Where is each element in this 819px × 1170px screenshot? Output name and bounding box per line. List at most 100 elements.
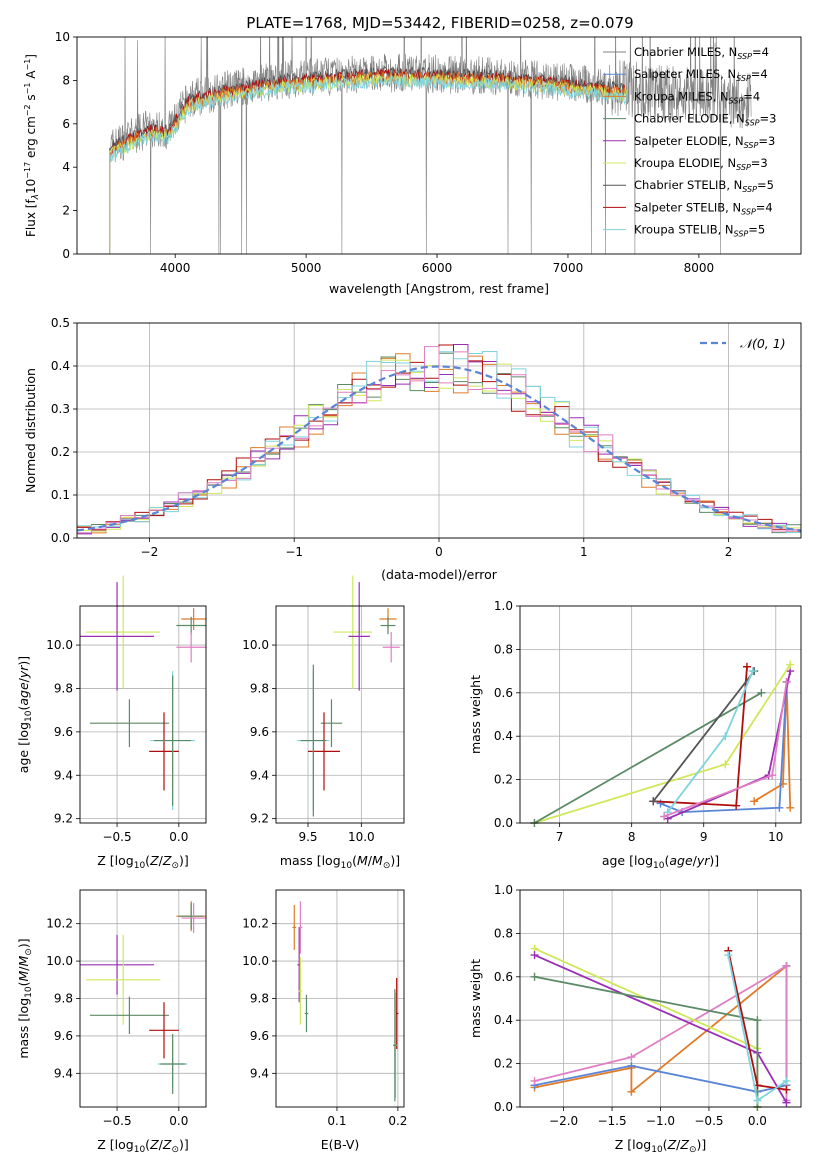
age-vs-mass-panel: 9.5 10.0 9.2 9.4 9.6 9.8 10.0 mass [log10(M/M⊙)… [242, 575, 405, 871]
x-axis-label: wavelength [Angstrom, rest frame] [329, 281, 549, 296]
weight-series-line [534, 947, 759, 1107]
y-tick-label: 9.4 [250, 1066, 269, 1080]
error-bar-point [149, 712, 179, 791]
y-tick-label: 9.8 [54, 681, 73, 695]
x-tick-label: 0.0 [748, 1114, 767, 1128]
weight-series-line [753, 681, 792, 808]
legend-label: Chabrier ELODIE, NSSP=3 [634, 112, 776, 128]
error-bar-point [89, 996, 169, 1035]
x-tick-label: 4000 [160, 261, 191, 275]
y-tick-label: 9.6 [54, 725, 73, 739]
weight-series-line [652, 670, 755, 802]
weight-marker [753, 1016, 762, 1025]
residual-histogram [77, 346, 801, 534]
weight-marker [768, 771, 777, 780]
residuals-plot-area [77, 343, 801, 536]
legend-label: Salpeter STELIB, NSSP=4 [634, 200, 773, 216]
x-tick-label: 10.0 [348, 830, 375, 844]
y-tick-label: 9.4 [250, 768, 269, 782]
model-spectrum-line [109, 75, 627, 254]
weight-marker [649, 797, 658, 806]
x-tick-label: 2 [725, 545, 733, 559]
y-tick-label: 0.6 [494, 686, 513, 700]
y-tick-label: 9.2 [54, 812, 73, 826]
y-tick-label: 0.8 [494, 926, 513, 940]
x-tick-label: 0.0 [169, 830, 188, 844]
y-axis-label: Normed distribution [23, 368, 38, 493]
x-tick-label: −0.5 [102, 830, 131, 844]
error-bar-point [86, 575, 161, 689]
x-tick-label: 8000 [684, 261, 715, 275]
spectrum-plot-area [109, 37, 752, 254]
x-axis-label: Z [log10(Z/Z⊙)] [615, 1137, 707, 1155]
weight-marker [775, 803, 784, 812]
error-bar-point [300, 664, 327, 817]
axes-frame [76, 36, 802, 255]
legend-label: Chabrier STELIB, NSSP=5 [634, 178, 774, 194]
weight-marker [627, 1061, 636, 1070]
y-axis-label: age [log10(age/yr)] [16, 656, 34, 773]
y-tick-label: 0.4 [51, 359, 70, 373]
legend-label: Salpeter MILES, NSSP=4 [634, 67, 768, 83]
y-tick-label: 10.2 [242, 917, 269, 931]
y-tick-label: 1.0 [494, 599, 513, 613]
x-axis-label: (data-model)/error [381, 567, 498, 582]
weight-marker [757, 688, 766, 697]
y-axis-label: mass weight [468, 675, 483, 754]
error-bar-point [154, 675, 192, 806]
y-tick-label: 9.8 [250, 992, 269, 1006]
y-tick-label: 0.8 [494, 642, 513, 656]
x-tick-label: 0 [435, 545, 443, 559]
weight-marker [786, 660, 795, 669]
age-vs-metallicity-panel: −0.5 0.0 9.2 9.4 9.6 9.8 10.0 Z [log10(Z/Z⊙)] ag… [16, 575, 207, 871]
weight-series-line [534, 664, 791, 824]
error-bar-point [176, 616, 206, 635]
y-tick-label: 0.2 [494, 773, 513, 787]
error-bar-point [160, 1034, 185, 1094]
weight-series-line [533, 692, 762, 824]
axes-frame [519, 605, 802, 824]
y-tick-label: 0.4 [494, 729, 513, 743]
x-tick-label: −2 [141, 545, 159, 559]
error-bar-point [292, 904, 297, 950]
error-bar-point [382, 632, 400, 663]
x-tick-label: −1.5 [597, 1114, 626, 1128]
weight-marker [530, 1076, 539, 1085]
y-tick-label: 9.6 [54, 1029, 73, 1043]
y-tick-label: 0.0 [494, 816, 513, 830]
error-bar-point [89, 699, 169, 748]
y-tick-label: 10.2 [46, 917, 73, 931]
x-tick-label: −0.5 [694, 1114, 723, 1128]
weight-marker [660, 812, 669, 821]
y-tick-label: 1.0 [494, 883, 513, 897]
error-bar-point [393, 989, 397, 1102]
axes-frame [519, 889, 802, 1108]
weight-series [663, 667, 757, 817]
weight-marker [530, 972, 539, 981]
x-tick-label: 0.1 [327, 1114, 346, 1128]
residuals-panel: −2 −1 0 1 2 0.0 0.1 0.2 0.3 0.4 0.5 (data-model)/er… [23, 316, 802, 582]
weight-series [750, 677, 795, 812]
weight-marker [530, 951, 539, 960]
x-tick-label: −1.0 [646, 1114, 675, 1128]
legend-label: Kroupa MILES, NSSP=4 [634, 89, 760, 105]
weight-marker [732, 801, 741, 810]
y-tick-label: 0.6 [494, 970, 513, 984]
y-tick-label: 0.0 [51, 531, 70, 545]
x-tick-label: −2.0 [549, 1114, 578, 1128]
weight-series [649, 662, 751, 810]
weight-series-line [534, 975, 759, 1107]
y-tick-label: 0.2 [51, 445, 70, 459]
x-tick-label: 9.5 [298, 830, 317, 844]
normal-curve [77, 365, 801, 532]
y-axis-label: Flux [fλ10−17 erg cm−2 s−1 A−1] [23, 54, 41, 237]
x-tick-label: 10 [768, 830, 783, 844]
x-axis-label: Z [log10(Z/Z⊙)] [97, 853, 189, 871]
error-bar-point [149, 1002, 179, 1059]
axes-frame [275, 889, 405, 1108]
spectrum-legend: Chabrier MILES, NSSP=4 Salpeter MILES, NS… [603, 45, 776, 239]
y-axis-label: mass [log10(M/M⊙)] [16, 938, 34, 1058]
error-bar-point [86, 934, 161, 1025]
x-tick-label: 0.0 [169, 1114, 188, 1128]
y-tick-label: 8 [62, 73, 70, 87]
